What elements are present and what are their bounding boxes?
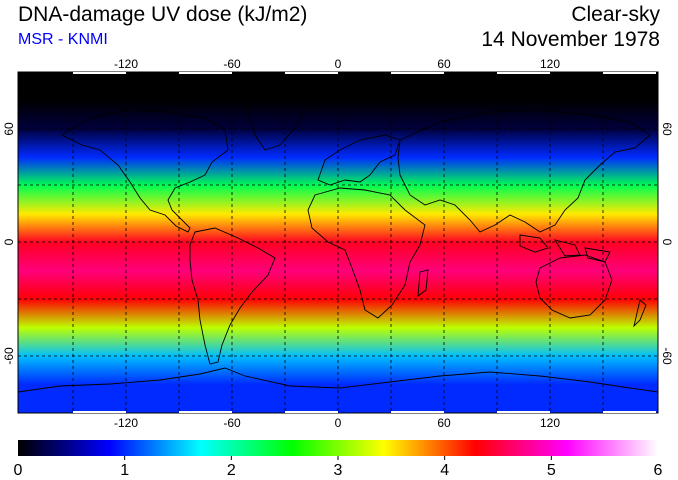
colorbar-ticks	[124, 456, 552, 460]
europe-outline	[317, 134, 401, 186]
lon-tick-top-0: 0	[335, 57, 342, 71]
lat-tick-right-60n: 60	[660, 122, 674, 136]
colorbar-label-3: 3	[334, 462, 343, 479]
lat-tick-left-0: 0	[2, 238, 16, 245]
continent-outlines	[18, 94, 658, 393]
greenland-outline	[247, 94, 306, 151]
africa-outline	[307, 187, 426, 319]
lon-tick-top-120w: -120	[114, 57, 138, 71]
lat-tick-right-60s: -60	[660, 347, 674, 365]
sky-condition-label: Clear-sky	[571, 3, 660, 26]
colorbar-label-4: 4	[440, 462, 449, 479]
north-america-outline	[61, 109, 229, 233]
colorbar-label-1: 1	[120, 462, 129, 479]
colorbar	[18, 440, 658, 456]
lon-tick-top-60w: -60	[223, 57, 241, 71]
lon-tick-top-120e: 120	[540, 57, 560, 71]
map-title: DNA-damage UV dose (kJ/m2)	[18, 3, 308, 26]
madagascar-outline	[417, 269, 429, 297]
asia-outline	[397, 109, 651, 233]
australia-outline	[535, 254, 613, 319]
lat-tick-left-60n: 60	[2, 122, 16, 136]
colorbar-labels: 0 1 2 3 4 5 6	[14, 462, 663, 479]
new-zealand-outline	[633, 299, 647, 328]
frame-ticks	[73, 72, 656, 413]
south-america-outline	[189, 227, 276, 365]
colorbar-label-2: 2	[227, 462, 236, 479]
colorbar-label-5: 5	[547, 462, 556, 479]
colorbar-label-6: 6	[654, 462, 663, 479]
lon-tick-bottom-0: 0	[335, 416, 342, 430]
lon-tick-bottom-60w: -60	[223, 416, 241, 430]
lat-tick-right-0: 0	[660, 239, 674, 246]
colorbar-label-0: 0	[14, 462, 23, 479]
date-label: 14 November 1978	[481, 28, 660, 51]
lat-tick-left-60s: -60	[2, 347, 16, 365]
lon-tick-bottom-120w: -120	[114, 416, 138, 430]
antarctica-outline	[18, 367, 658, 393]
source-label: MSR - KNMI	[18, 31, 108, 48]
graticule	[18, 72, 658, 413]
lon-tick-bottom-60e: 60	[437, 416, 451, 430]
lon-tick-bottom-120e: 120	[540, 416, 560, 430]
lon-tick-top-60e: 60	[437, 57, 451, 71]
